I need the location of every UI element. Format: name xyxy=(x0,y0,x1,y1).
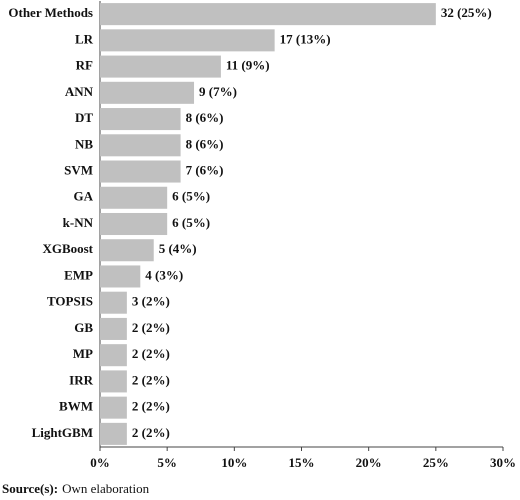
bar xyxy=(100,134,181,157)
bar xyxy=(100,160,181,183)
value-label: 2 (2%) xyxy=(132,425,170,440)
x-tick-label: 15% xyxy=(289,455,315,470)
x-tick-label: 25% xyxy=(423,455,449,470)
value-label: 7 (6%) xyxy=(186,163,224,178)
y-tick-label: EMP xyxy=(64,267,93,282)
bar xyxy=(100,291,127,314)
y-tick-label: NB xyxy=(75,136,93,151)
value-label: 5 (4%) xyxy=(159,241,197,256)
value-label: 32 (25%) xyxy=(441,5,492,20)
bar xyxy=(100,422,127,445)
y-tick-label: k-NN xyxy=(63,215,94,230)
x-tick-label: 10% xyxy=(221,455,247,470)
y-tick-label: GB xyxy=(74,320,93,335)
bar xyxy=(100,29,275,52)
bar xyxy=(100,396,127,419)
bar xyxy=(100,81,195,104)
y-tick-label: Other Methods xyxy=(8,5,93,20)
x-tick-label: 20% xyxy=(356,455,382,470)
value-label: 6 (5%) xyxy=(172,215,210,230)
value-label: 8 (6%) xyxy=(186,136,224,151)
source-label: Source(s): xyxy=(2,481,58,496)
value-label: 2 (2%) xyxy=(132,346,170,361)
source-text: Own elaboration xyxy=(62,481,150,496)
bar xyxy=(100,265,141,288)
value-label: 2 (2%) xyxy=(132,320,170,335)
x-tick-label: 0% xyxy=(90,455,110,470)
y-tick-label: DT xyxy=(75,110,93,125)
value-label: 17 (13%) xyxy=(280,31,331,46)
y-tick-label: MP xyxy=(73,346,93,361)
y-tick-label: RF xyxy=(76,58,93,73)
value-label: 11 (9%) xyxy=(226,58,270,73)
y-tick-label: BWM xyxy=(59,399,93,414)
value-label: 6 (5%) xyxy=(172,189,210,204)
value-label: 8 (6%) xyxy=(186,110,224,125)
y-tick-label: GA xyxy=(74,189,94,204)
y-tick-label: SVM xyxy=(64,163,93,178)
value-label: 9 (7%) xyxy=(199,84,237,99)
x-tick-label: 30% xyxy=(490,455,516,470)
value-label: 2 (2%) xyxy=(132,399,170,414)
bar xyxy=(100,3,436,26)
bar xyxy=(100,344,127,367)
x-tick-label: 5% xyxy=(157,455,177,470)
bar xyxy=(100,317,127,340)
bar xyxy=(100,370,127,393)
bar xyxy=(100,239,154,262)
bar xyxy=(100,55,221,78)
y-tick-label: LightGBM xyxy=(32,425,93,440)
source: Source(s): Own elaboration xyxy=(2,481,150,496)
value-label: 4 (3%) xyxy=(145,267,183,282)
y-tick-label: LR xyxy=(75,31,94,46)
bar xyxy=(100,186,168,209)
value-label: 2 (2%) xyxy=(132,372,170,387)
y-tick-label: XGBoost xyxy=(42,241,93,256)
y-tick-label: ANN xyxy=(65,84,94,99)
bar xyxy=(100,212,168,236)
y-tick-label: TOPSIS xyxy=(47,294,93,309)
value-label: 3 (2%) xyxy=(132,294,170,309)
bar xyxy=(100,108,181,131)
y-tick-label: IRR xyxy=(69,372,93,387)
